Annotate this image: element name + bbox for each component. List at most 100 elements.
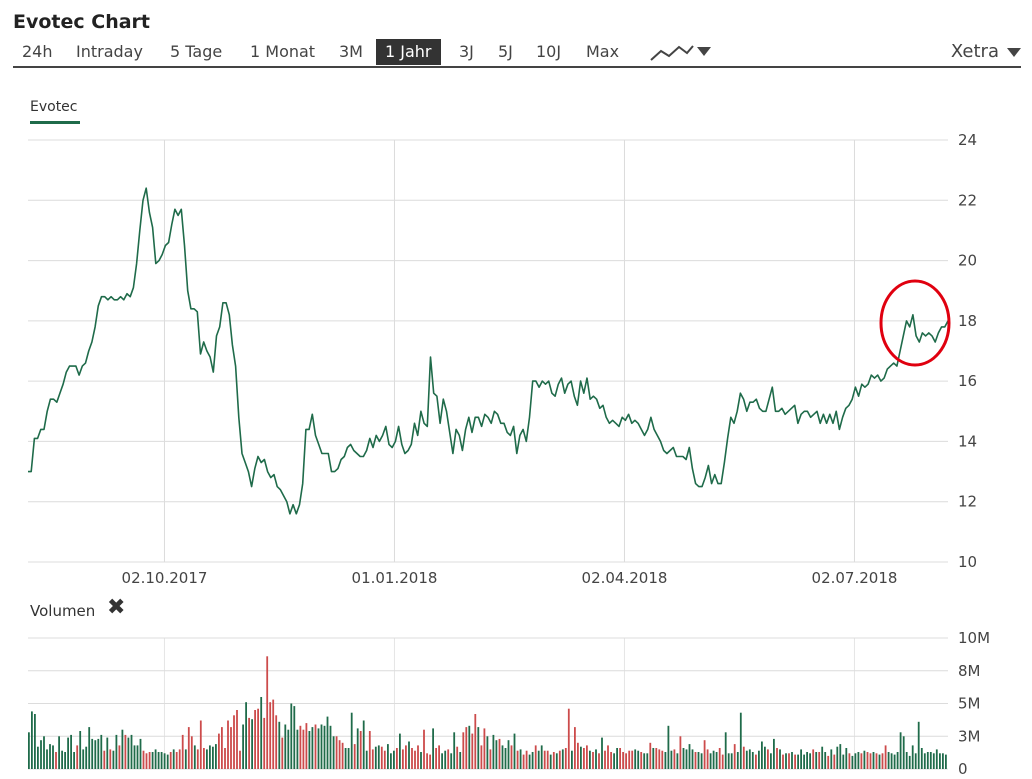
volume-bar [528, 754, 531, 769]
volume-bar [148, 752, 151, 769]
volume-bar [377, 745, 380, 769]
volume-bar [525, 750, 528, 769]
volume-bar [106, 737, 109, 769]
volume-bar [748, 749, 751, 769]
volume-bar [797, 754, 799, 769]
volume-bar [287, 729, 290, 769]
volume-bar [347, 748, 350, 769]
volume-bar [945, 754, 947, 769]
volume-bar [444, 750, 447, 769]
volume-bar [34, 714, 36, 769]
volume-bar [694, 752, 697, 769]
tab-1-monat[interactable]: 1 Monat [250, 42, 316, 61]
volume-bar [284, 724, 287, 769]
volume-bar [773, 738, 775, 769]
tab-3m[interactable]: 3M [339, 42, 363, 61]
volume-bar [869, 753, 872, 769]
volume-bar [818, 752, 821, 769]
volume-bar [233, 715, 235, 769]
volume-bar [574, 727, 576, 769]
volume-bar [715, 752, 718, 769]
volume-bar [435, 748, 437, 769]
tab-24h[interactable]: 24h [22, 42, 53, 61]
volume-bar [685, 749, 688, 769]
volume-bar [100, 734, 103, 769]
volume-bar [537, 750, 540, 769]
volume-bar [227, 720, 229, 769]
volume-bar [426, 753, 428, 769]
volume-bar [510, 745, 513, 769]
volume-bar [890, 753, 893, 769]
volume-bar [830, 749, 833, 769]
volume-bar [758, 750, 760, 769]
tab-5j[interactable]: 5J [498, 42, 513, 61]
volume-bar [242, 724, 244, 769]
volume-bar [85, 746, 88, 769]
volume-bar [344, 748, 347, 769]
volume-bar [498, 738, 501, 769]
volume-bar [278, 721, 281, 769]
volume-bar [492, 734, 495, 769]
volume-bar [414, 750, 416, 769]
x-tick-label: 02.10.2017 [122, 569, 208, 587]
volume-bar [631, 750, 634, 769]
volume-bar [842, 754, 845, 769]
x-tick-label: 02.07.2018 [812, 569, 898, 587]
timeframe-toolbar: 24h Intraday 5 Tage 1 Monat 3M 1 Jahr 3J… [13, 38, 1021, 68]
volume-bar [718, 748, 721, 769]
volume-bar [236, 710, 238, 769]
volume-bar [133, 745, 136, 769]
volume-bar [46, 749, 48, 769]
volume-bar [365, 750, 368, 769]
volume-bar [411, 748, 413, 769]
volume-bar [206, 749, 208, 769]
volume-bar [595, 749, 597, 769]
chart-type-dropdown[interactable] [649, 42, 715, 64]
volume-bar [676, 753, 679, 769]
volume-bar [881, 753, 884, 769]
volume-bar [166, 754, 169, 769]
volume-bar [91, 738, 94, 769]
tab-1-jahr[interactable]: 1 Jahr [376, 39, 441, 65]
volume-bar [863, 750, 866, 769]
exchange-dropdown[interactable]: Xetra [951, 39, 1021, 65]
volume-bar [145, 753, 148, 769]
volume-bar [163, 753, 166, 769]
tab-5-tage[interactable]: 5 Tage [170, 42, 223, 61]
close-icon[interactable]: ✖ [107, 595, 126, 620]
volume-y-tick-label: 10M [958, 629, 990, 647]
volume-bar [465, 727, 468, 769]
tab-intraday[interactable]: Intraday [76, 42, 143, 61]
volume-bar [130, 734, 133, 769]
legend-swatch [30, 121, 80, 124]
tab-10j[interactable]: 10J [536, 42, 562, 61]
volume-bar [299, 725, 302, 769]
tab-3j[interactable]: 3J [459, 42, 474, 61]
volume-bar [878, 754, 881, 769]
volume-bar [902, 736, 905, 770]
volume-bar [929, 752, 932, 769]
volume-bar [815, 752, 818, 769]
volume-bar [230, 727, 232, 769]
price-y-tick-label: 22 [958, 191, 977, 209]
volume-bar [751, 752, 754, 769]
volume-bar [420, 752, 422, 769]
volume-bar [272, 699, 275, 769]
volume-bar [546, 750, 549, 769]
volume-bar [688, 744, 691, 769]
volume-bar [776, 748, 778, 769]
tab-max[interactable]: Max [586, 42, 620, 61]
volume-bar [239, 750, 241, 769]
volume-bar [552, 752, 555, 769]
volume-bar [646, 753, 649, 769]
volume-bar [812, 749, 815, 769]
volume-bar [700, 753, 703, 769]
volume-bar [356, 728, 359, 769]
volume-bar [779, 749, 781, 769]
volume-bar [507, 740, 510, 769]
volume-bar [932, 753, 935, 769]
volume-bar [673, 749, 676, 769]
volume-bar [649, 742, 652, 769]
volume-bar [245, 702, 247, 769]
volume-bar [836, 746, 839, 769]
